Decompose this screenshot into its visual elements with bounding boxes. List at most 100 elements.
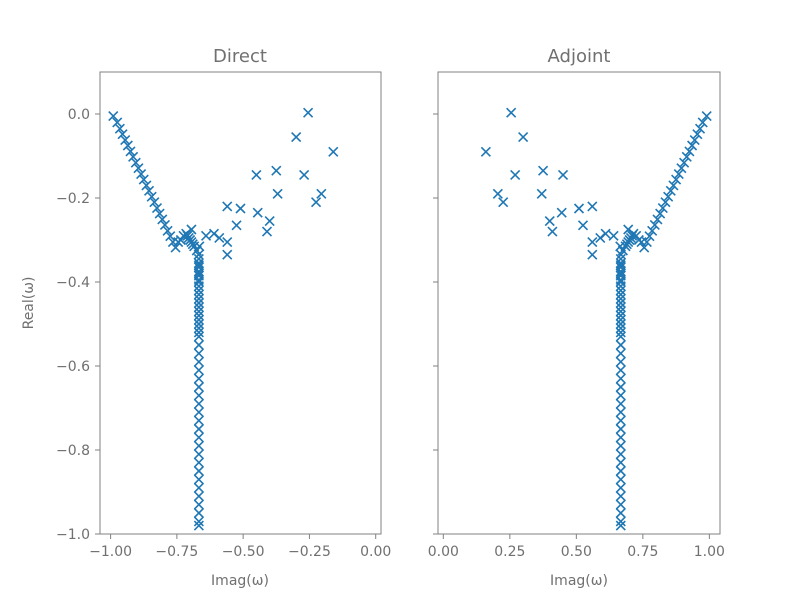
scatter-point [615,482,626,493]
scatter-point [615,491,626,502]
scatter-point [117,129,128,140]
scatter-point [615,297,626,309]
x-tick-label: 1.00 [694,544,725,560]
scatter-point [193,457,204,468]
scatter-point [480,146,491,157]
scatter-point [182,230,193,241]
scatter-point [291,132,302,143]
scatter-point [510,169,521,180]
scatter-point [193,260,204,271]
scatter-point [615,373,626,384]
scatter-point [615,306,626,317]
scatter-point [665,185,676,196]
scatter-point [615,440,626,451]
x-tick-label: −0.50 [222,544,265,560]
scatter-point [676,163,687,174]
scatter-point [193,373,204,384]
chart-title-adjoint: Adjoint [548,46,611,67]
scatter-point [595,232,606,243]
scatter-point [657,203,668,214]
scatter-point [615,465,626,477]
scatter-point [615,520,626,531]
scatter-point [112,117,123,128]
scatter-point [573,203,585,214]
scatter-point [701,111,712,122]
y-tick-label: −0.2 [56,191,90,207]
scatter-point [687,140,698,151]
y-tick-label: 0.0 [68,107,90,123]
scatter-point [663,191,674,202]
scatter-point [615,348,626,359]
x-axis-label-adjoint: Imag(ω) [550,573,608,589]
scatter-point [157,214,168,225]
scatter-point [235,203,246,214]
x-tick-label: 0.00 [428,544,459,560]
scatter-point [193,449,204,460]
scatter-point [136,168,147,180]
scatter-point [615,415,626,426]
scatter-point [644,231,655,242]
scatter-point [159,219,171,230]
scatter-point [538,165,549,176]
scatter-point [193,432,204,443]
scatter-point [615,356,626,367]
scatter-point [193,318,204,330]
x-tick-label: −1.00 [89,544,132,560]
chart-title-direct: Direct [213,46,267,67]
scatter-point [165,231,176,242]
scatter-point [668,180,679,191]
scatter-point [615,516,626,527]
scatter-point [498,197,509,208]
scatter-point [193,474,204,485]
x-tick-label: 0.50 [561,544,592,560]
scatter-point [587,249,598,260]
scatter-point [193,465,204,477]
scatter-point [536,188,547,199]
scatter-point [587,201,598,212]
scatter-point [193,398,204,409]
scatter-point [615,302,626,313]
scatter-point [114,123,125,134]
y-tick-label: −0.6 [56,359,90,375]
scatter-point [193,423,204,435]
scatter-point [193,289,204,300]
scatter-point [146,191,157,202]
scatter-point [193,339,204,351]
x-tick-label: −0.25 [288,544,331,560]
scatter-point [615,293,626,304]
scatter-point [193,507,204,519]
scatter-point [193,285,204,296]
scatter-point [518,132,529,143]
scatter-point [193,306,204,317]
plot-frame-adjoint [437,71,721,535]
scatter-point [222,201,233,212]
scatter-point [697,117,708,128]
scatter-point [122,140,133,151]
axis-ticks-adjoint: 0.00 0.25 0.50 0.75 1.00 [428,113,725,560]
scatter-point [252,207,263,218]
scatter-point [615,331,626,342]
scatter-point [689,134,700,146]
scatter-point [615,398,626,409]
scatter-point [615,390,626,401]
scatter-point [615,258,626,269]
scatter-point [251,169,262,180]
scatter-point [615,241,626,252]
y-tick-label: −0.8 [56,443,90,459]
scatter-point [154,208,165,219]
scatter-point [655,208,666,219]
scatter-point [615,423,626,435]
scatter-point [615,268,626,279]
scatter-point [577,220,589,231]
x-tick-label: 0.75 [627,544,658,560]
scatter-point [627,230,638,241]
scatter-point [193,323,204,334]
scatter-point [193,314,204,325]
scatter-point [141,180,152,191]
axis-ticks-direct: −1.00 −0.75 −0.50 −0.25 0.00 0.0 −0.2 −0.4 −0.6 −… [56,107,391,560]
scatter-point [615,310,626,321]
scatter-point [615,365,626,376]
scatter-point [615,507,626,519]
scatter-point [193,365,204,376]
